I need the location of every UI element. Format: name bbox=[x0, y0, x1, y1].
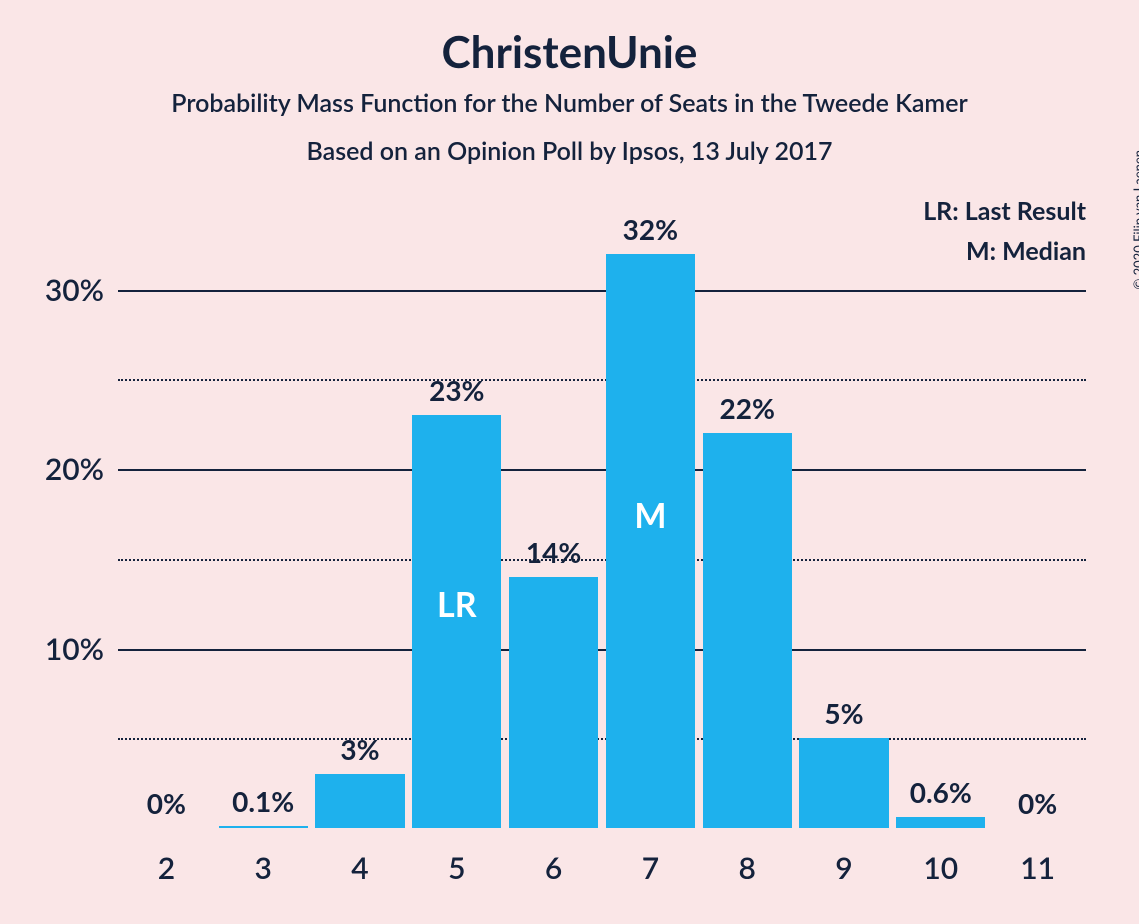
gridline-minor bbox=[118, 559, 1086, 561]
bar bbox=[896, 817, 985, 828]
bar-value-label: 0.6% bbox=[910, 775, 972, 809]
chart-subtitle-2: Based on an Opinion Poll by Ipsos, 13 Ju… bbox=[0, 136, 1139, 166]
bar-value-label: 22% bbox=[719, 391, 774, 425]
bar bbox=[703, 433, 792, 828]
x-tick-label: 6 bbox=[545, 850, 562, 886]
gridline-minor bbox=[118, 738, 1086, 740]
gridline-major bbox=[118, 649, 1086, 651]
x-tick-label: 8 bbox=[738, 850, 755, 886]
y-tick-label: 20% bbox=[45, 451, 104, 487]
x-tick-label: 5 bbox=[448, 850, 465, 886]
bar-annotation: M bbox=[634, 495, 666, 536]
x-tick-label: 7 bbox=[642, 850, 659, 886]
plot-area: 10%20%30%0%20.1%33%423%514%632%722%85%90… bbox=[118, 200, 1086, 828]
gridline-minor bbox=[118, 379, 1086, 381]
bar-value-label: 0% bbox=[1018, 786, 1057, 820]
bar-value-label: 32% bbox=[623, 212, 678, 246]
bar bbox=[219, 826, 308, 828]
chart-subtitle-1: Probability Mass Function for the Number… bbox=[0, 88, 1139, 118]
x-tick-label: 4 bbox=[351, 850, 368, 886]
gridline-major bbox=[118, 290, 1086, 292]
chart-title: ChristenUnie bbox=[0, 26, 1139, 78]
bar-value-label: 0.1% bbox=[232, 784, 294, 818]
x-tick-label: 2 bbox=[158, 850, 175, 886]
legend-last-result: LR: Last Result bbox=[923, 196, 1086, 226]
chart-container: ChristenUnie Probability Mass Function f… bbox=[0, 0, 1139, 924]
bar-value-label: 3% bbox=[340, 732, 379, 766]
copyright-text: © 2020 Filip van Laenen bbox=[1131, 150, 1139, 290]
gridline-major bbox=[118, 469, 1086, 471]
y-tick-label: 30% bbox=[45, 272, 104, 308]
bar bbox=[315, 774, 404, 828]
bar-value-label: 0% bbox=[147, 786, 186, 820]
legend-median: M: Median bbox=[966, 236, 1086, 266]
bar-value-label: 14% bbox=[526, 535, 581, 569]
y-tick-label: 10% bbox=[45, 631, 104, 667]
bar-value-label: 5% bbox=[824, 696, 863, 730]
bar-value-label: 23% bbox=[429, 373, 484, 407]
x-tick-label: 3 bbox=[254, 850, 271, 886]
bar bbox=[606, 254, 695, 828]
bar bbox=[799, 738, 888, 828]
bar bbox=[509, 577, 598, 828]
x-tick-label: 10 bbox=[923, 850, 958, 886]
x-tick-label: 9 bbox=[835, 850, 852, 886]
x-tick-label: 11 bbox=[1020, 850, 1055, 886]
bar-annotation: LR bbox=[437, 584, 477, 625]
